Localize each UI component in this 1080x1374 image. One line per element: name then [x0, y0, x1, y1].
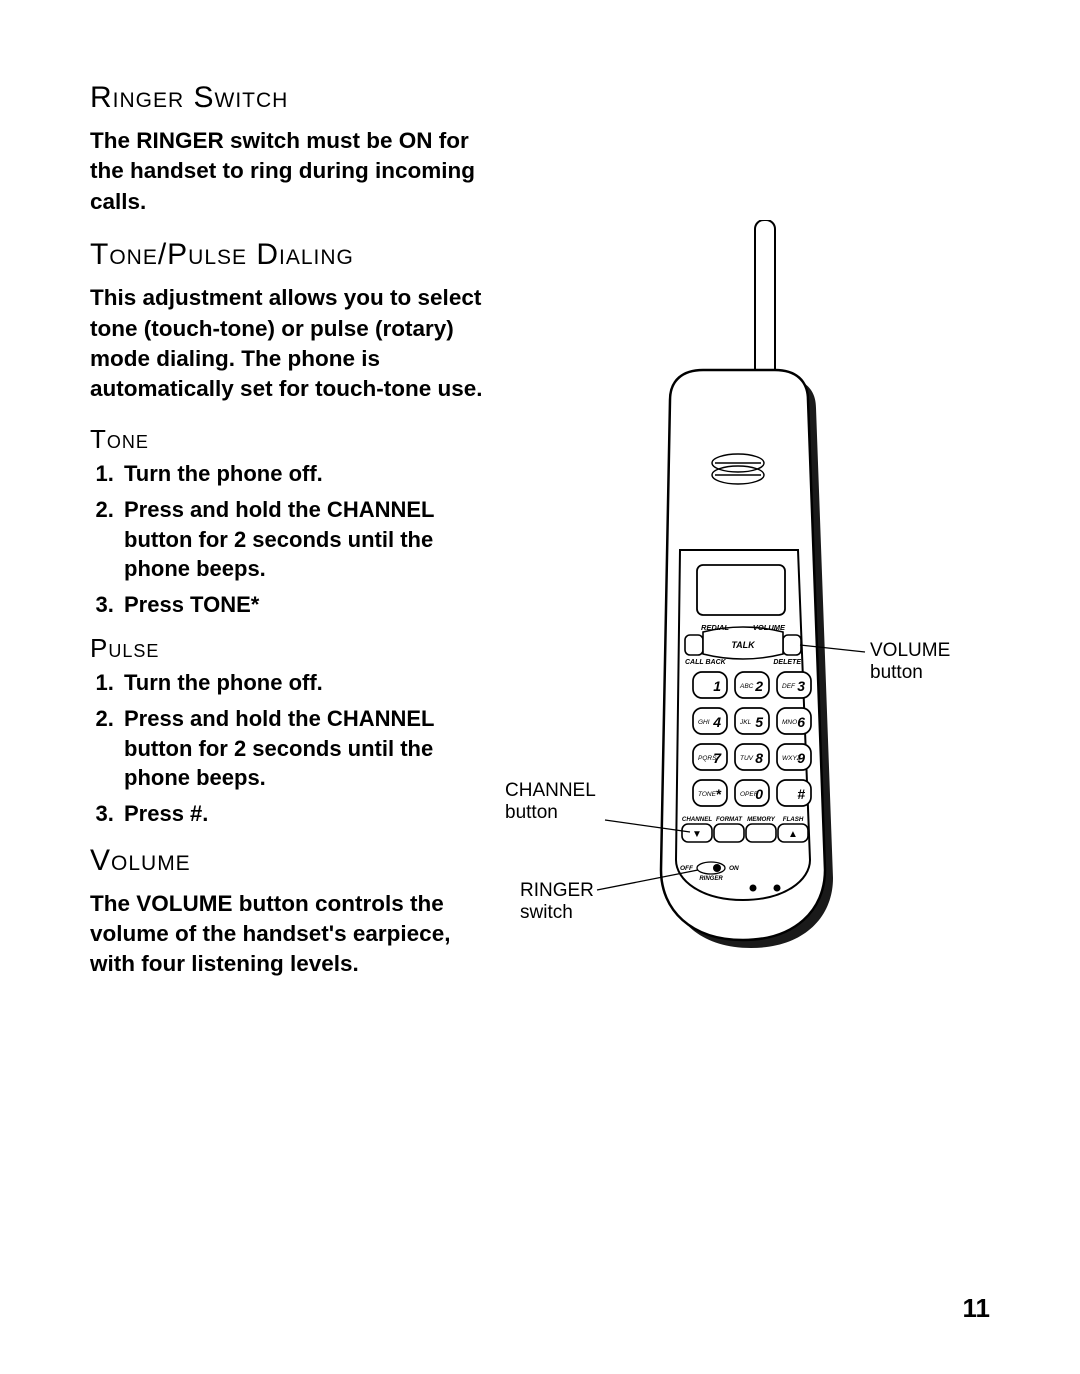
figure-column: REDIAL VOLUME TALK CALL BACK DELETE 1ABC…	[495, 80, 1000, 1000]
ringer-heading: Ringer Switch	[90, 80, 485, 116]
pulse-subheading: Pulse	[90, 634, 485, 663]
list-item: Press and hold the CHANNEL button for 2 …	[120, 495, 485, 584]
manual-page: Ringer Switch The RINGER switch must be …	[0, 0, 1080, 1374]
list-item: Turn the phone off.	[120, 668, 485, 698]
list-item: Turn the phone off.	[120, 459, 485, 489]
tonepulse-blurb: This adjustment allows you to select ton…	[90, 283, 485, 405]
phone-diagram: REDIAL VOLUME TALK CALL BACK DELETE 1ABC…	[505, 220, 985, 1000]
volume-heading: Volume	[90, 843, 485, 879]
tone-steps: Turn the phone off. Press and hold the C…	[90, 459, 485, 619]
pulse-steps: Turn the phone off. Press and hold the C…	[90, 668, 485, 828]
content-row: Ringer Switch The RINGER switch must be …	[90, 80, 1000, 1000]
leader-lines	[505, 220, 985, 1000]
page-number: 11	[963, 1293, 991, 1324]
list-item: Press TONE*	[120, 590, 485, 620]
tonepulse-heading: Tone/Pulse Dialing	[90, 237, 485, 273]
list-item: Press #.	[120, 799, 485, 829]
list-item: Press and hold the CHANNEL button for 2 …	[120, 704, 485, 793]
volume-blurb: The VOLUME button controls the volume of…	[90, 889, 485, 980]
text-column: Ringer Switch The RINGER switch must be …	[90, 80, 485, 1000]
tone-subheading: Tone	[90, 425, 485, 454]
ringer-blurb: The RINGER switch must be ON for the han…	[90, 126, 485, 217]
